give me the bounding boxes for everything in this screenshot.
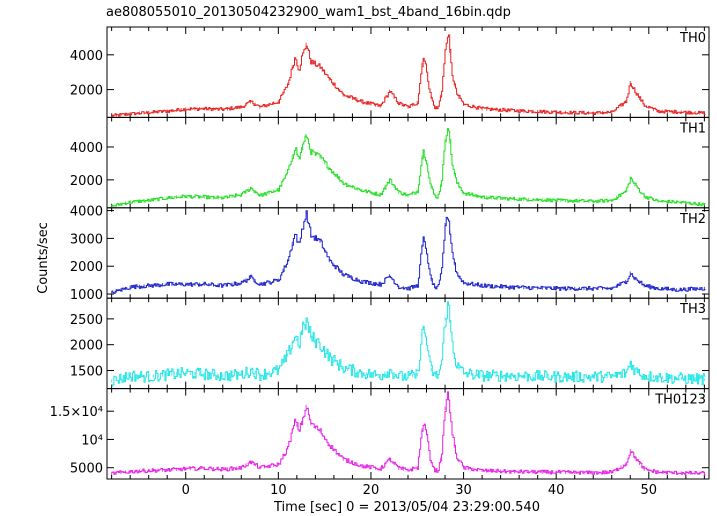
panel-label: TH1 — [679, 121, 706, 136]
y-tick-label: 1.5×10⁴ — [50, 405, 103, 420]
panel-th1: 2000 4000 TH1 — [70, 116, 710, 209]
y-tick-label: 10⁴ — [81, 433, 103, 448]
chart-title: ae808055010_20130504232900_wam1_bst_4ban… — [106, 5, 511, 20]
panel-th3: 1500 2000 2500 TH3 — [70, 297, 710, 390]
error-bars — [111, 405, 705, 475]
y-tick-label: 4000 — [70, 141, 103, 156]
series-line-th0 — [111, 34, 706, 117]
y-tick-label: 2000 — [70, 260, 103, 275]
y-tick-label: 3000 — [70, 232, 103, 247]
panel-th0123: 5000 10⁴ 1.5×10⁴ TH0123 — [50, 388, 710, 480]
error-bars — [111, 42, 705, 118]
x-tick-label: 50 — [641, 483, 658, 498]
panel-th0: 2000 4000 TH0 — [70, 26, 710, 118]
x-tick-label: 10 — [270, 483, 287, 498]
x-axis-label: Time [sec] 0 = 2013/05/04 23:29:00.540 — [273, 500, 540, 515]
error-bars — [111, 211, 705, 295]
series-line-th3 — [111, 301, 706, 387]
panel-label: TH0 — [679, 31, 706, 46]
x-tick-label: 20 — [363, 483, 380, 498]
series-line-th0123 — [111, 391, 706, 476]
x-tick-label: 30 — [455, 483, 472, 498]
y-tick-label: 2500 — [70, 313, 103, 328]
x-axis-tick-labels: 0 10 20 30 40 50 — [182, 483, 657, 498]
y-tick-label: 4000 — [70, 49, 103, 64]
panel-label: TH2 — [679, 212, 706, 227]
error-bars — [111, 133, 705, 208]
x-tick-label: 40 — [548, 483, 565, 498]
panel-label: TH0123 — [654, 393, 706, 408]
y-tick-label: 4000 — [70, 205, 103, 220]
error-bars — [111, 317, 705, 383]
series-line-th2 — [111, 210, 706, 294]
panels: 2000 4000 TH0 2000 4000 TH1 1000 2000 3000 4000 TH… — [50, 26, 710, 480]
panel-th2: 1000 2000 3000 4000 TH2 — [70, 205, 710, 303]
y-axis-label: Counts/sec — [36, 222, 51, 294]
panel-frame — [106, 26, 710, 118]
x-tick-label: 0 — [182, 483, 190, 498]
series-line-th1 — [111, 128, 706, 207]
y-tick-label: 2000 — [70, 339, 103, 354]
panel-label: TH3 — [679, 302, 706, 317]
y-tick-label: 1500 — [70, 365, 103, 380]
y-tick-label: 1000 — [70, 288, 103, 303]
panel-frame — [106, 388, 710, 480]
y-tick-label: 5000 — [70, 462, 103, 477]
y-tick-label: 2000 — [70, 174, 103, 189]
y-tick-label: 2000 — [70, 84, 103, 99]
